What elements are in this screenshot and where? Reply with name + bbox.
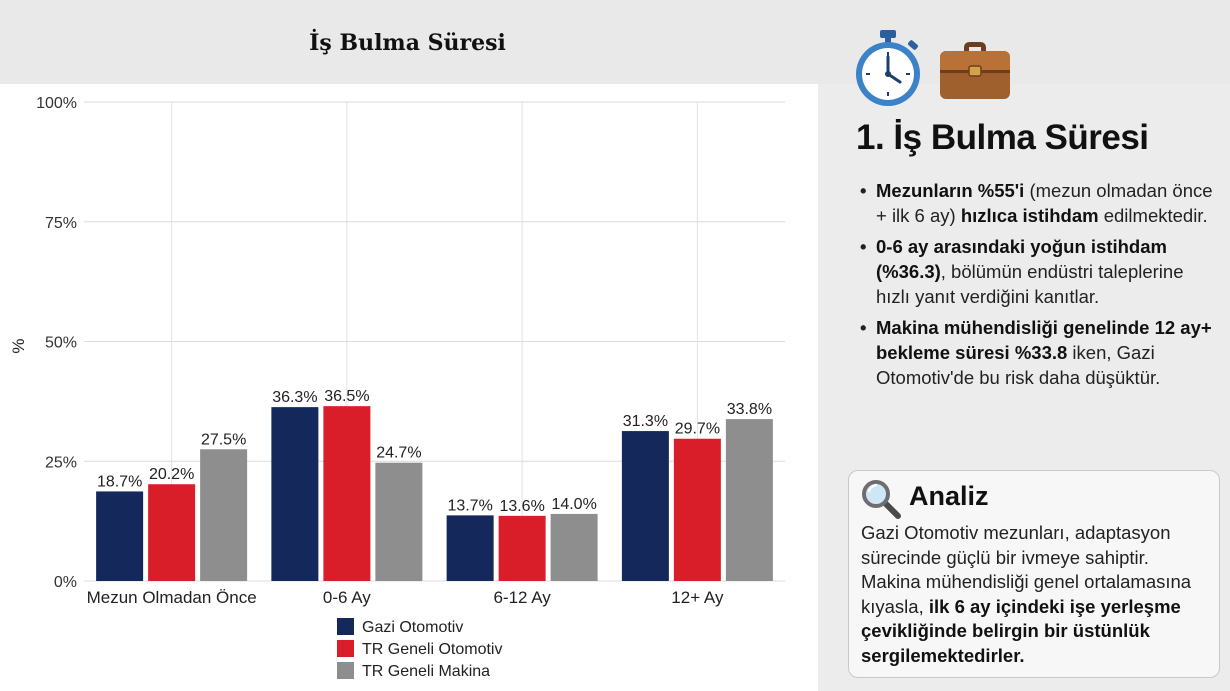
bar — [446, 515, 494, 581]
chart-title: İş Bulma Süresi — [309, 30, 506, 56]
bar-value-label: 33.8% — [727, 401, 772, 418]
bar-value-label: 36.5% — [324, 388, 369, 405]
bar-value-label: 31.3% — [623, 413, 668, 430]
analysis-text: Gazi Otomotiv mezunları, adaptasyon süre… — [861, 521, 1213, 668]
y-tick-label: 25% — [45, 454, 77, 471]
bullet-item: Makina mühendisliği genelinde 12 ay+ bek… — [860, 315, 1220, 390]
magnifier-icon — [862, 480, 901, 519]
y-tick-label: 50% — [45, 335, 77, 352]
bullet-bold: 0-6 ay arasındaki yoğun istihdam (%36.3) — [876, 236, 1167, 282]
bar-value-label: 24.7% — [376, 445, 421, 462]
x-tick-label: 12+ Ay — [671, 588, 724, 607]
bar — [550, 513, 598, 581]
bar — [271, 407, 319, 581]
legend-swatch — [337, 662, 354, 679]
bar — [323, 406, 371, 581]
stopwatch-icon — [856, 30, 920, 106]
bar — [148, 484, 196, 581]
bar — [96, 491, 144, 581]
bar-value-label: 27.5% — [201, 431, 246, 448]
bar-value-label: 36.3% — [272, 389, 317, 406]
analysis-bold: ilk 6 ay içindeki işe yerleşme çevikliği… — [861, 595, 1181, 666]
bullet-text: (mezun olmadan önce + ilk 6 ay) — [876, 180, 1213, 226]
legend-swatch — [337, 640, 354, 657]
bar — [725, 419, 773, 581]
chart-panel: 0% 25% 50% 75% 100%% 18.7% 20.2% 27.5% Mezun Olm… — [0, 84, 818, 691]
y-axis-label: % — [9, 338, 28, 353]
legend-label: Gazi Otomotiv — [362, 619, 463, 636]
bullet-bold: Makina mühendisliği genelinde 12 ay+ bek… — [876, 317, 1212, 363]
bullet-item: Mezunların %55'i (mezun olmadan önce + i… — [860, 178, 1220, 228]
bar — [621, 431, 669, 581]
bullet-list: Mezunların %55'i (mezun olmadan önce + i… — [860, 178, 1220, 396]
analysis-title: Analiz — [909, 481, 989, 511]
bar-value-label: 13.7% — [447, 497, 492, 514]
bar-value-label: 18.7% — [97, 473, 142, 490]
bar-value-label: 13.6% — [499, 498, 544, 515]
bar-value-label: 14.0% — [551, 496, 596, 513]
y-tick-label: 0% — [54, 574, 77, 591]
title-band — [0, 0, 1230, 84]
x-tick-label: 6-12 Ay — [493, 588, 551, 607]
bullet-bold: Mezunların %55'i — [876, 180, 1025, 201]
bullet-text: , bölümün endüstri taleplerine hızlı yan… — [876, 261, 1184, 307]
bullet-text: iken, Gazi Otomotiv'de bu risk daha düşü… — [876, 342, 1161, 388]
bullet-bold: hızlıca istihdam — [960, 205, 1099, 226]
bullet-item: 0-6 ay arasındaki yoğun istihdam (%36.3)… — [860, 234, 1220, 309]
bar-chart: 0% 25% 50% 75% 100%% 18.7% 20.2% 27.5% Mezun Olm… — [9, 95, 785, 680]
bar — [200, 449, 248, 581]
analysis-plain: Gazi Otomotiv mezunları, adaptasyon süre… — [861, 522, 1192, 617]
bar-value-label: 20.2% — [149, 466, 194, 483]
y-tick-label: 100% — [36, 95, 77, 112]
bar — [498, 515, 546, 581]
y-tick-label: 75% — [45, 215, 77, 232]
bar — [375, 462, 423, 581]
briefcase-icon — [940, 42, 1010, 99]
bar-value-label: 29.7% — [675, 421, 720, 438]
legend-label: TR Geneli Makina — [362, 663, 490, 680]
bar — [673, 438, 721, 581]
legend-swatch — [337, 618, 354, 635]
analysis-box: Analiz Gazi Otomotiv mezunları, adaptasy… — [848, 470, 1220, 678]
bullet-text: edilmektedir. — [1098, 205, 1208, 226]
x-tick-label: 0-6 Ay — [323, 588, 371, 607]
legend-label: TR Geneli Otomotiv — [362, 641, 502, 658]
section-heading: 1. İş Bulma Süresi — [856, 118, 1149, 157]
x-tick-label: Mezun Olmadan Önce — [87, 588, 257, 607]
